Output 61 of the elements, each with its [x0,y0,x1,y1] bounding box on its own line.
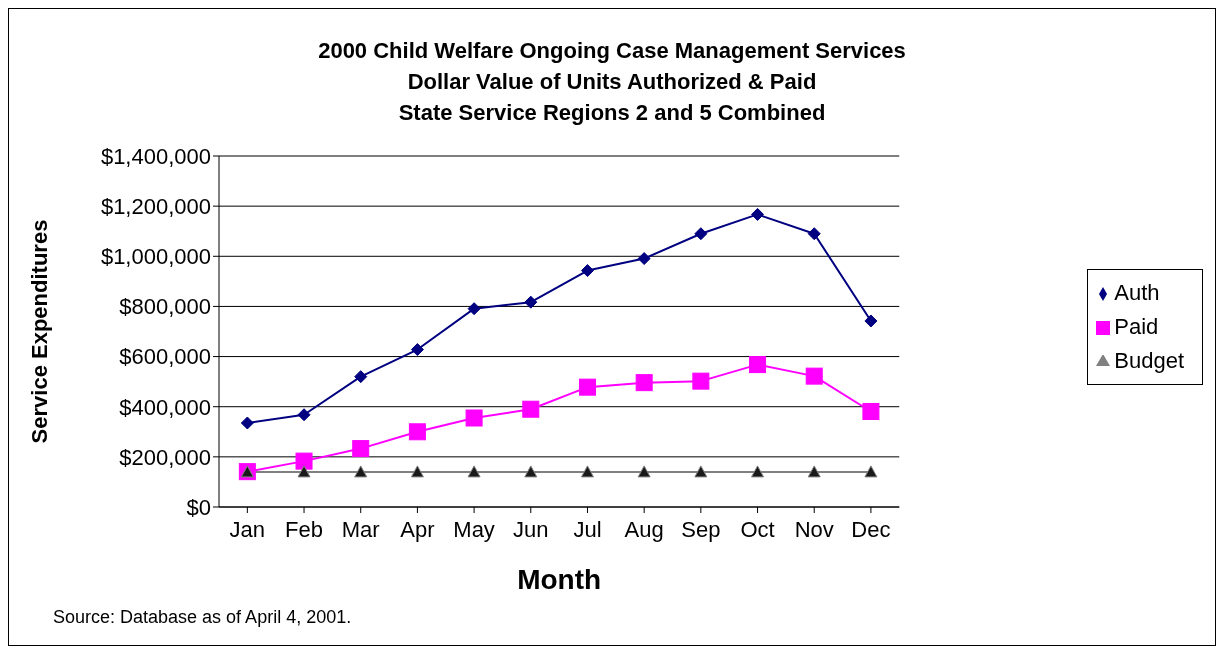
point [295,452,313,470]
point [467,465,481,478]
point [807,227,821,241]
chart-title: 2000 Child Welfare Ongoing Case Management Services Dollar Value of Units Authorized & Paid State Service Regions 2 and 5 Combined [317,37,907,127]
point [524,465,538,478]
y-tick-label: $1,400,000 [100,143,211,169]
x-tick-label: Aug [624,516,664,542]
point [465,409,483,427]
x-tick-label: Mar [341,516,380,542]
point [524,295,538,309]
legend-label: Budget [1114,348,1184,373]
point [410,343,424,357]
point [694,465,708,478]
y-tick-label: $400,000 [119,394,211,420]
point [635,374,653,392]
point [864,465,878,478]
point [580,264,594,278]
point [522,400,540,418]
point [408,423,426,441]
point [410,465,424,478]
x-tick-label: Sep [681,516,721,542]
point [805,367,823,385]
point [637,465,651,478]
point [637,252,651,266]
source-note: Source: Database as of April 4, 2001. [53,607,352,628]
point [694,227,708,241]
point [240,416,254,430]
legend-label: Auth [1114,280,1160,305]
y-tick-label: $1,000,000 [100,244,211,270]
point [864,314,878,328]
point [751,207,765,221]
point [692,372,710,390]
x-axis-title: Month [517,564,602,595]
y-axis-title: Service Expenditures [26,219,52,444]
y-tick-label: $600,000 [119,344,211,370]
point [297,465,311,478]
y-tick-label: $200,000 [119,444,211,470]
x-tick-label: Jul [573,516,602,542]
point [751,465,765,478]
y-tick-label: $800,000 [119,294,211,320]
point [352,440,370,458]
x-tick-label: Oct [740,516,775,542]
y-tick-label: $1,200,000 [100,193,211,219]
point [580,465,594,478]
x-tick-label: Jan [229,516,266,542]
point [467,302,481,316]
point [862,402,880,420]
point [749,356,767,374]
point [354,370,368,384]
legend-label: Paid [1114,314,1159,339]
point [807,465,821,478]
y-tick-label: $0 [186,494,211,520]
x-tick-label: Apr [400,516,435,542]
x-tick-label: May [453,516,495,542]
point [354,465,368,478]
x-tick-label: Nov [794,516,834,542]
point [578,378,596,396]
x-tick-label: Dec [851,516,891,542]
x-tick-label: Feb [285,516,323,542]
point [297,408,311,422]
x-tick-label: Jun [513,516,549,542]
